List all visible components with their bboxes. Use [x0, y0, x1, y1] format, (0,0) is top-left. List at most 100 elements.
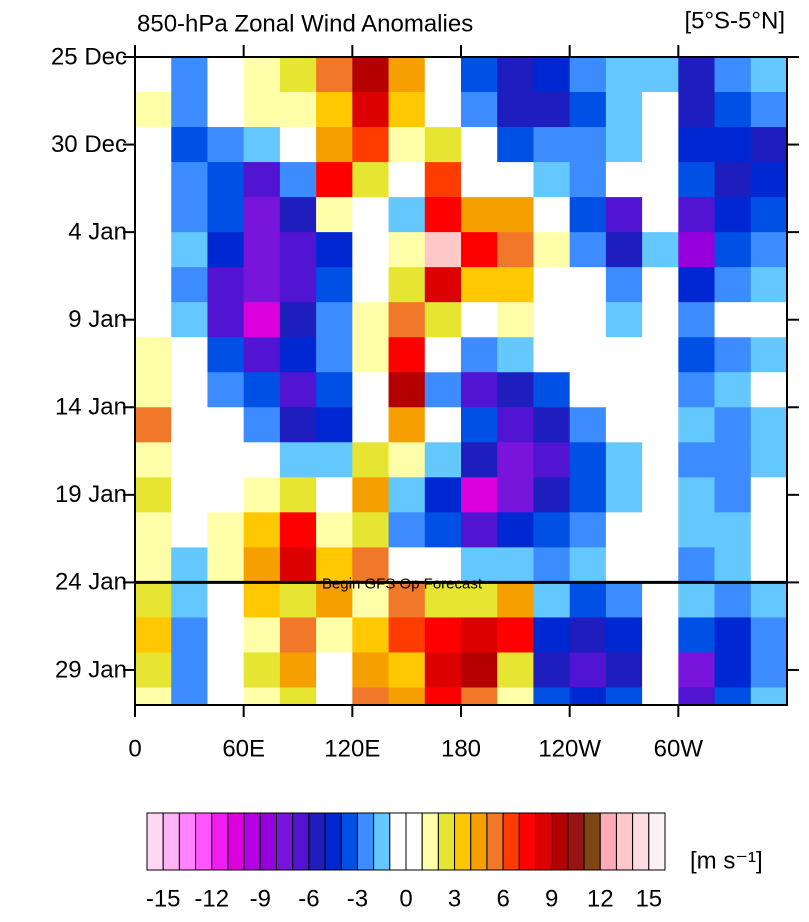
- cell: [171, 687, 208, 705]
- cell: [388, 547, 426, 583]
- cell: [569, 337, 607, 373]
- cell: [714, 442, 752, 478]
- colorbar-box: [454, 812, 472, 871]
- cell: [642, 582, 679, 618]
- cell: [352, 407, 390, 443]
- cell: [352, 512, 390, 548]
- cell: [243, 512, 281, 548]
- cell: [352, 547, 390, 583]
- cell: [750, 687, 787, 705]
- cell: [678, 57, 716, 93]
- cell: [750, 652, 787, 688]
- cell: [497, 57, 534, 93]
- cell: [533, 337, 571, 373]
- cell: [424, 232, 462, 268]
- cell: [714, 197, 752, 233]
- cell: [497, 407, 534, 443]
- cell: [533, 267, 571, 303]
- cell: [352, 57, 390, 93]
- cell: [135, 372, 172, 408]
- cell: [569, 232, 607, 268]
- cell: [243, 92, 281, 128]
- cell: [714, 162, 752, 198]
- cell: [714, 232, 752, 268]
- cell: [750, 337, 787, 373]
- cell: [316, 582, 353, 618]
- cell: [497, 477, 534, 513]
- cell: [171, 267, 208, 303]
- cell: [714, 687, 752, 705]
- cell: [497, 267, 534, 303]
- cell: [533, 197, 571, 233]
- cell: [171, 57, 208, 93]
- y-tick-label: 29 Jan: [55, 656, 127, 683]
- cell: [678, 267, 716, 303]
- cell: [388, 687, 426, 705]
- cell: [678, 197, 716, 233]
- cell: [279, 372, 317, 408]
- cell: [243, 197, 281, 233]
- colorbar-box: [195, 812, 213, 871]
- cell: [352, 267, 390, 303]
- cell: [497, 582, 534, 618]
- cell: [605, 617, 643, 653]
- cell: [424, 337, 462, 373]
- cell: [461, 57, 498, 93]
- cell: [388, 442, 426, 478]
- cell: [352, 232, 390, 268]
- cell: [388, 127, 426, 163]
- cell: [605, 407, 643, 443]
- cell: [135, 92, 172, 128]
- cell: [171, 127, 208, 163]
- cell: [207, 337, 245, 373]
- cell: [424, 582, 462, 618]
- cell: [750, 162, 787, 198]
- cell: [569, 652, 607, 688]
- y-tick-label: 14 Jan: [55, 394, 127, 421]
- colorbar-box: [178, 812, 197, 871]
- cell: [497, 127, 534, 163]
- cell: [569, 407, 607, 443]
- cell: [424, 372, 462, 408]
- cell: [171, 652, 208, 688]
- cell: [461, 687, 498, 705]
- cell: [135, 302, 172, 338]
- cell: [461, 407, 498, 443]
- cell: [678, 582, 716, 618]
- colorbar-tick-label: -12: [194, 885, 229, 912]
- colorbar-tick-label: 12: [587, 885, 614, 912]
- cell: [424, 652, 462, 688]
- colorbar-box: [308, 812, 326, 871]
- cell: [533, 652, 571, 688]
- cell: [388, 617, 426, 653]
- colorbar-box: [437, 812, 456, 871]
- cell: [461, 267, 498, 303]
- cell: [569, 57, 607, 93]
- y-tick-label: 25 Dec: [51, 43, 127, 70]
- cell: [569, 267, 607, 303]
- cell: [243, 267, 281, 303]
- cell: [642, 407, 679, 443]
- cell: [207, 372, 245, 408]
- y-tick-label: 4 Jan: [68, 218, 127, 245]
- cell: [678, 477, 716, 513]
- cell: [533, 232, 571, 268]
- cell: [750, 267, 787, 303]
- cell: [714, 512, 752, 548]
- cell: [352, 162, 390, 198]
- cell: [352, 617, 390, 653]
- y-tick-label: 24 Jan: [55, 569, 127, 596]
- cell: [714, 372, 752, 408]
- cell: [461, 617, 498, 653]
- cell: [388, 477, 426, 513]
- field: [135, 57, 787, 705]
- cell: [497, 617, 534, 653]
- x-tick-label: 120W: [538, 735, 601, 762]
- x-tick-label: 0: [128, 735, 141, 762]
- cell: [678, 442, 716, 478]
- cell: [424, 197, 462, 233]
- cell: [642, 267, 679, 303]
- cell: [497, 442, 534, 478]
- cell: [243, 477, 281, 513]
- cell: [750, 512, 787, 548]
